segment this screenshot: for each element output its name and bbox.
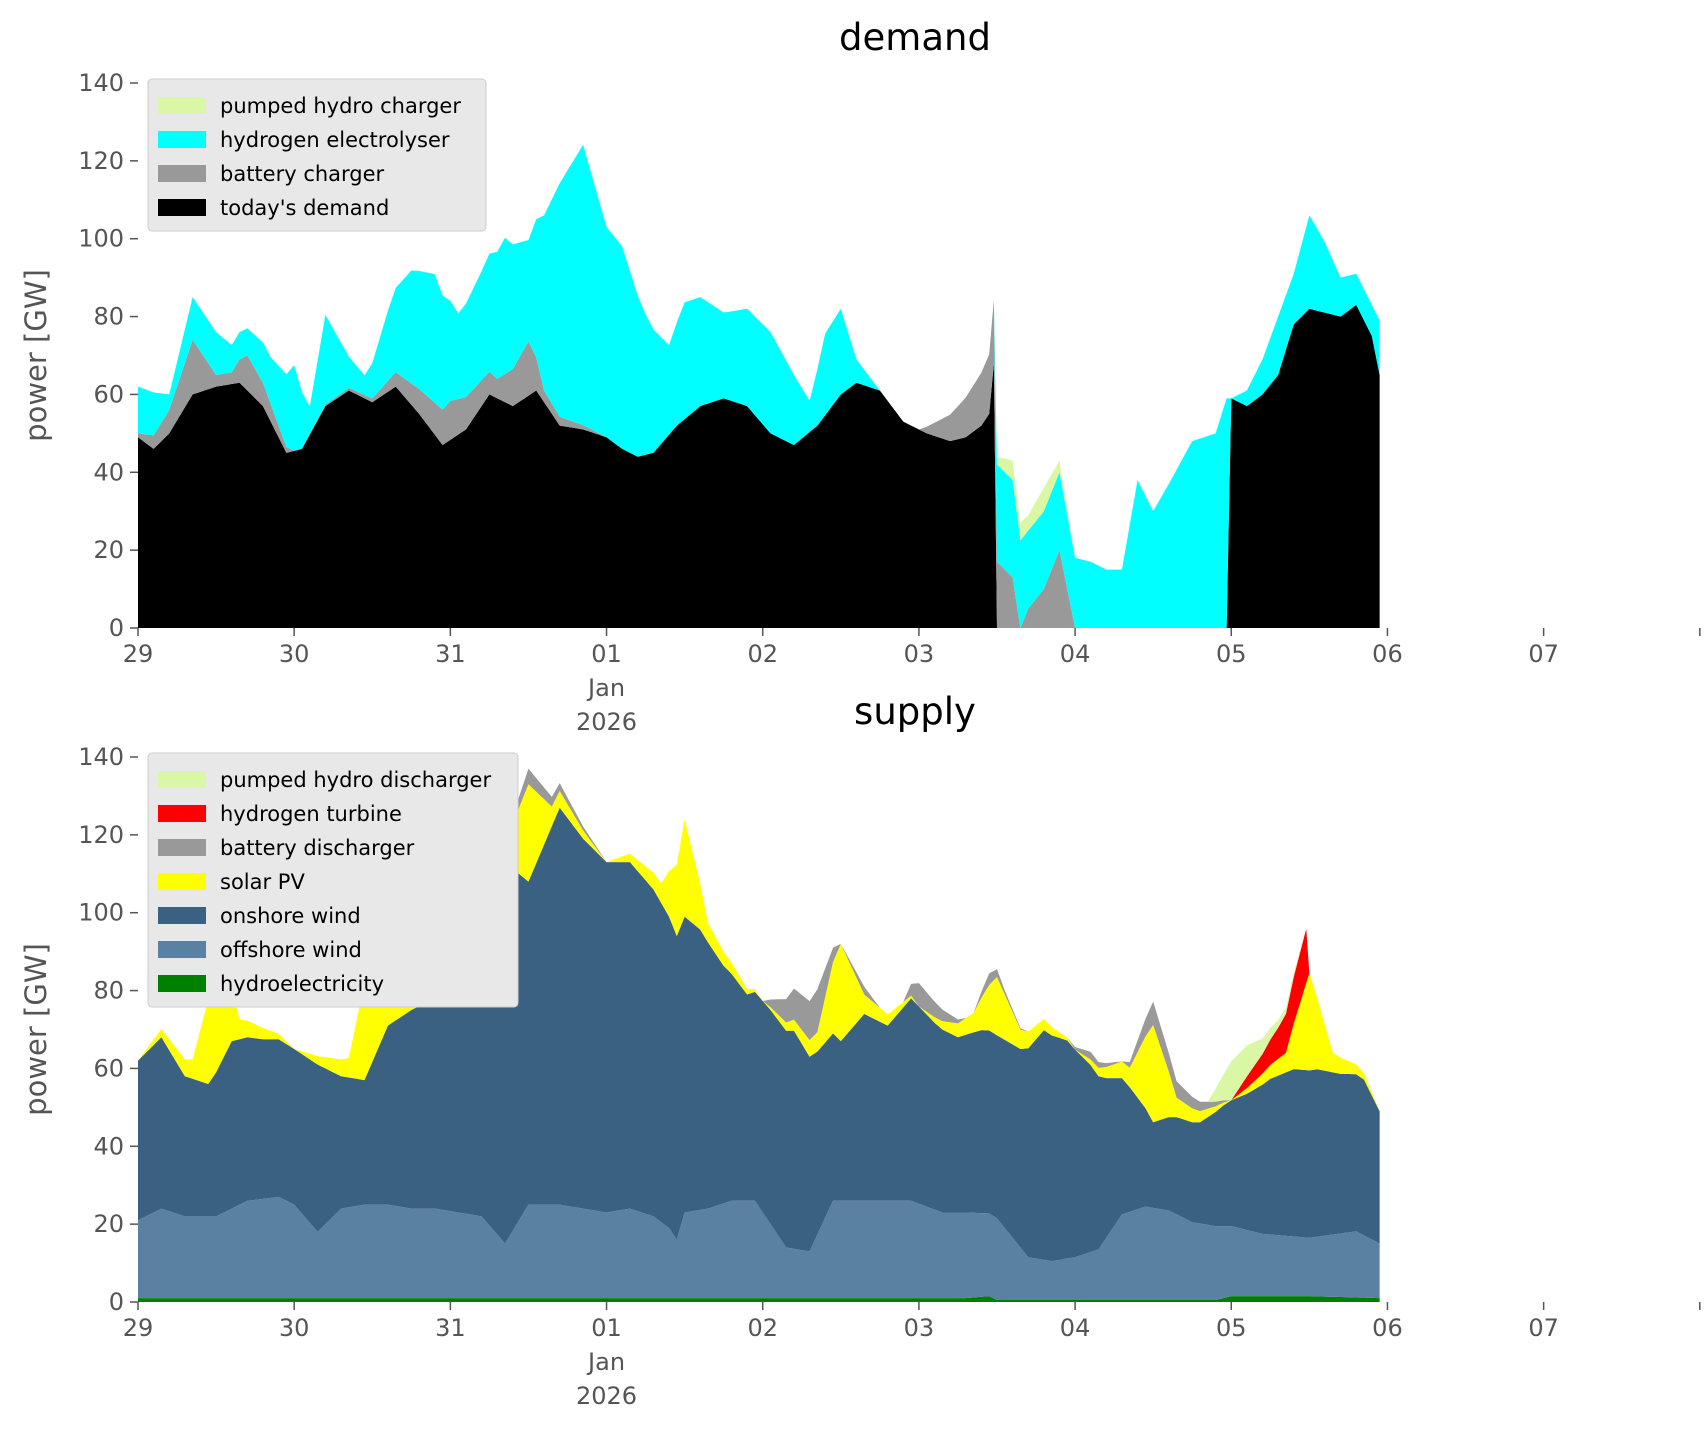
legend-label-hydrogen-electrolyser: hydrogen electrolyser <box>220 128 450 152</box>
x-axis: 29 30 31 01 02 03 04 05 06 07 Jan 2026 <box>123 1302 1701 1410</box>
area-hydrogen-electrolyser <box>138 144 1380 629</box>
area-today-s-demand <box>138 304 1380 628</box>
legend-swatch-hydrogen-turbine <box>158 805 206 822</box>
x-tick-year: 2026 <box>576 708 637 736</box>
x-tick-label: 01 <box>591 640 622 668</box>
x-tick-label: 03 <box>904 640 935 668</box>
y-tick-label: 100 <box>78 225 124 253</box>
chart-title: supply <box>854 690 976 733</box>
y-axis: 0 20 40 60 80 100 120 140 <box>78 69 138 642</box>
x-tick-label: 30 <box>279 640 310 668</box>
x-tick-label: 30 <box>279 1314 310 1342</box>
y-tick-label: 40 <box>93 1132 124 1160</box>
y-tick-label: 80 <box>93 977 124 1005</box>
area-solar-pv <box>138 784 1380 1123</box>
x-tick-label: 02 <box>747 1314 778 1342</box>
x-tick-label: 07 <box>1528 1314 1559 1342</box>
legend-label-battery-discharger: battery discharger <box>220 836 415 860</box>
x-tick-label: 05 <box>1216 640 1247 668</box>
y-tick-label: 100 <box>78 899 124 927</box>
y-tick-label: 0 <box>109 614 124 642</box>
legend-swatch-solar-pv <box>158 873 206 890</box>
area-offshore-wind <box>138 1196 1380 1301</box>
legend-label-battery-charger: battery charger <box>220 162 385 186</box>
legend-swatch-pumped-hydro-charger <box>158 97 206 114</box>
area-onshore-wind <box>138 807 1380 1262</box>
y-tick-label: 40 <box>93 458 124 486</box>
y-tick-label: 140 <box>78 743 124 771</box>
legend-box <box>147 752 519 1008</box>
legend-swatch-offshore-wind <box>158 941 206 958</box>
legend-label-pumped-hydro-charger: pumped hydro charger <box>220 94 461 118</box>
x-tick-month: Jan <box>586 1348 625 1376</box>
x-tick-label: 03 <box>904 1314 935 1342</box>
x-tick-month: Jan <box>586 674 625 702</box>
legend-label-pumped-hydro-discharger: pumped hydro discharger <box>220 768 491 792</box>
x-tick-label: 06 <box>1372 640 1403 668</box>
x-tick-label: 31 <box>435 640 466 668</box>
y-tick-label: 140 <box>78 69 124 97</box>
legend-swatch-today-s-demand <box>158 199 206 216</box>
x-tick-label: 02 <box>747 640 778 668</box>
y-axis: 0 20 40 60 80 100 120 140 <box>78 743 138 1316</box>
chart-title: demand <box>839 16 991 59</box>
legend: pumped hydro charger hydrogen electrolyse… <box>147 78 487 232</box>
x-tick-label: 06 <box>1372 1314 1403 1342</box>
legend-swatch-battery-charger <box>158 165 206 182</box>
x-tick-year: 2026 <box>576 1382 637 1410</box>
y-tick-label: 120 <box>78 147 124 175</box>
y-tick-label: 60 <box>93 380 124 408</box>
legend-label-onshore-wind: onshore wind <box>220 904 361 928</box>
x-tick-label: 05 <box>1216 1314 1247 1342</box>
legend-box <box>147 78 487 232</box>
legend-label-hydroelectricity: hydroelectricity <box>220 972 384 996</box>
legend: pumped hydro discharger hydrogen turbine b… <box>147 752 519 1008</box>
y-axis-label: power [GW] <box>19 943 53 1116</box>
y-tick-label: 0 <box>109 1288 124 1316</box>
area-hydrogen-turbine <box>138 768 1380 1112</box>
y-tick-label: 20 <box>93 1210 124 1238</box>
x-tick-label: 01 <box>591 1314 622 1342</box>
x-axis: 29 30 31 01 02 03 04 05 06 07 Jan 2026 <box>123 628 1701 736</box>
area-hydroelectricity <box>138 1296 1380 1302</box>
y-tick-label: 60 <box>93 1054 124 1082</box>
legend-swatch-battery-discharger <box>158 839 206 856</box>
x-tick-label: 04 <box>1060 640 1091 668</box>
legend-swatch-hydrogen-electrolyser <box>158 131 206 148</box>
legend-label-solar-pv: solar PV <box>220 870 305 894</box>
y-tick-label: 120 <box>78 821 124 849</box>
stacked-areas <box>138 768 1380 1302</box>
legend-swatch-hydroelectricity <box>158 975 206 992</box>
y-axis-label: power [GW] <box>19 269 53 442</box>
stacked-areas <box>138 144 1380 629</box>
legend-label-offshore-wind: offshore wind <box>220 938 362 962</box>
legend-label-today-s-demand: today's demand <box>220 196 389 220</box>
x-tick-label: 04 <box>1060 1314 1091 1342</box>
x-tick-label: 29 <box>123 1314 154 1342</box>
legend-swatch-pumped-hydro-discharger <box>158 771 206 788</box>
x-tick-label: 29 <box>123 640 154 668</box>
x-tick-label: 31 <box>435 1314 466 1342</box>
legend-swatch-onshore-wind <box>158 907 206 924</box>
x-tick-label: 07 <box>1528 640 1559 668</box>
y-tick-label: 80 <box>93 303 124 331</box>
legend-label-hydrogen-turbine: hydrogen turbine <box>220 802 402 826</box>
y-tick-label: 20 <box>93 536 124 564</box>
